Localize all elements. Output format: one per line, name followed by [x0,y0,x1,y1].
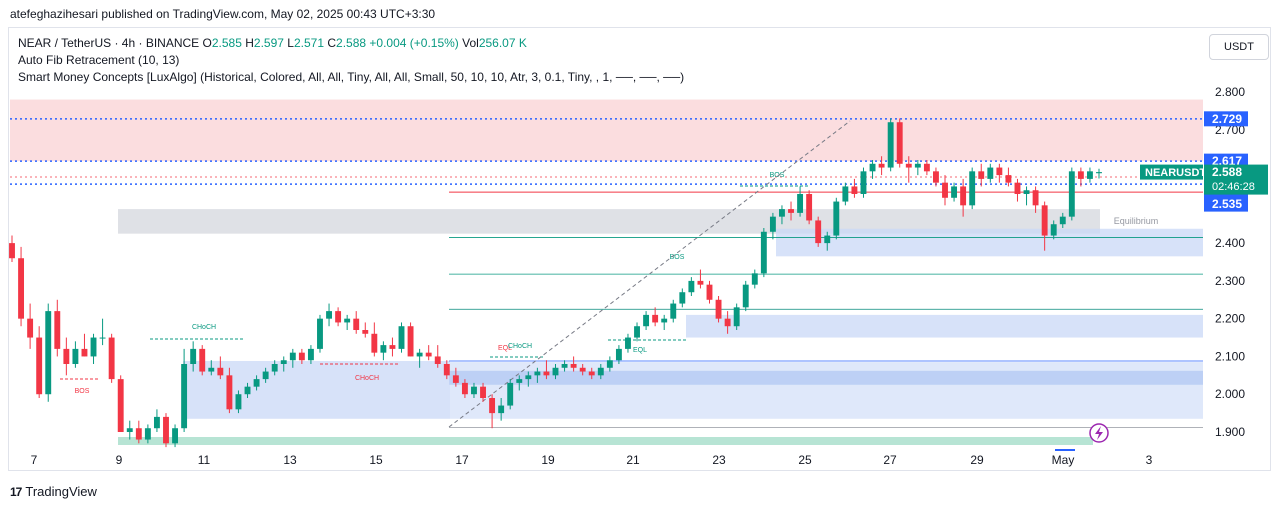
tradingview-logo-icon: 17 [10,484,22,499]
symbol-ohlc-row: NEAR / TetherUS · 4h · BINANCE O2.585 H2… [18,35,684,52]
change-value: +0.004 (+0.15%) [369,36,459,50]
volume-label: Vol [462,36,479,50]
high-label: H [245,36,254,50]
currency-button[interactable]: USDT [1209,34,1269,60]
volume-value: 256.07 K [478,36,527,50]
high-value: 2.597 [253,36,284,50]
chart-legend: NEAR / TetherUS · 4h · BINANCE O2.585 H2… [18,35,684,86]
close-label: C [327,36,337,50]
symbol-title[interactable]: NEAR / TetherUS · 4h · BINANCE [18,36,200,50]
close-value: 2.588 [336,36,367,50]
chart-frame [8,27,1271,471]
footer-brand: TradingView [25,484,97,499]
publisher-line: atefeghazihesari published on TradingVie… [10,7,436,21]
low-label: L [287,36,294,50]
indicator-fib[interactable]: Auto Fib Retracement (10, 13) [18,53,180,67]
tradingview-footer: 17 TradingView [10,484,97,499]
open-value: 2.585 [211,36,242,50]
open-label: O [202,36,212,50]
low-value: 2.571 [293,36,324,50]
indicator-smc[interactable]: Smart Money Concepts [LuxAlgo] (Historic… [18,70,685,84]
